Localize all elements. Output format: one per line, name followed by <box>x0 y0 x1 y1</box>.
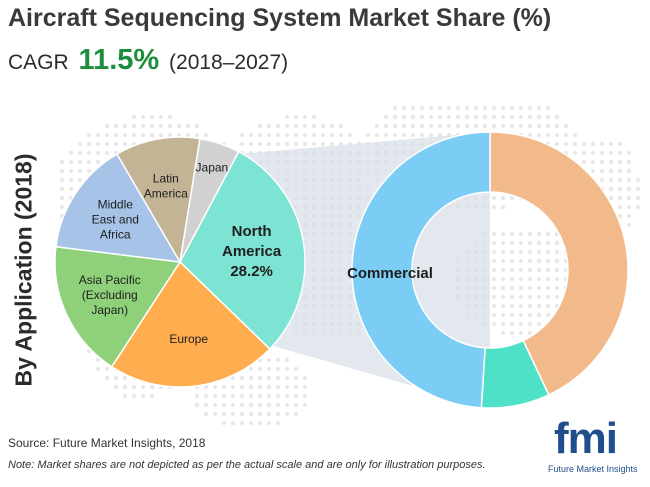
pie-slice-north-america-28-2 <box>179 150 306 351</box>
pie-slice-asia-pacific-excluding-japan-label: Asia Pacific (Excluding Japan) <box>79 273 141 317</box>
pie-slice-japan-label: Japan <box>196 160 229 174</box>
donut-chart: Commercial <box>347 131 629 409</box>
pie-slice-japan <box>179 137 240 263</box>
fmi-logo: fmi Future Market Insights <box>548 414 644 478</box>
pie-slice-latin-america <box>115 136 201 265</box>
disclaimer-note: Note: Market shares are not depicted as … <box>8 459 486 471</box>
logo-tagline: Future Market Insights <box>548 464 638 474</box>
logo-wordmark: fmi <box>554 414 618 463</box>
chart-title: Aircraft Sequencing System Market Share … <box>8 4 552 32</box>
cagr-line: CAGR 11.5% (2018–2027) <box>8 44 288 77</box>
pie-slice-asia-pacific-excluding-japan <box>54 245 182 368</box>
pie-slice-europe <box>110 260 271 388</box>
pie-slice-middle-east-and-africa-label: Middle East and Africa <box>92 198 139 242</box>
cagr-period: (2018–2027) <box>169 51 289 74</box>
pie-slice-middle-east-and-africa <box>55 153 182 263</box>
pie-slice-north-america-28-2-label: North America 28.2% <box>222 223 282 280</box>
source-note: Source: Future Market Insights, 2018 <box>8 436 206 450</box>
cagr-label: CAGR <box>8 51 69 74</box>
donut-segment-commercial-label: Commercial <box>347 265 433 282</box>
pie-slice-europe-label: Europe <box>169 332 208 346</box>
cagr-value: 11.5% <box>78 44 160 76</box>
pie-chart: North America 28.2% Europe Asia Pacific (Excl… <box>54 136 306 388</box>
pie-slice-latin-america-label: Latin America <box>144 172 188 201</box>
donut-segment-1 <box>489 131 629 396</box>
donut-segment-commercial <box>351 131 491 409</box>
